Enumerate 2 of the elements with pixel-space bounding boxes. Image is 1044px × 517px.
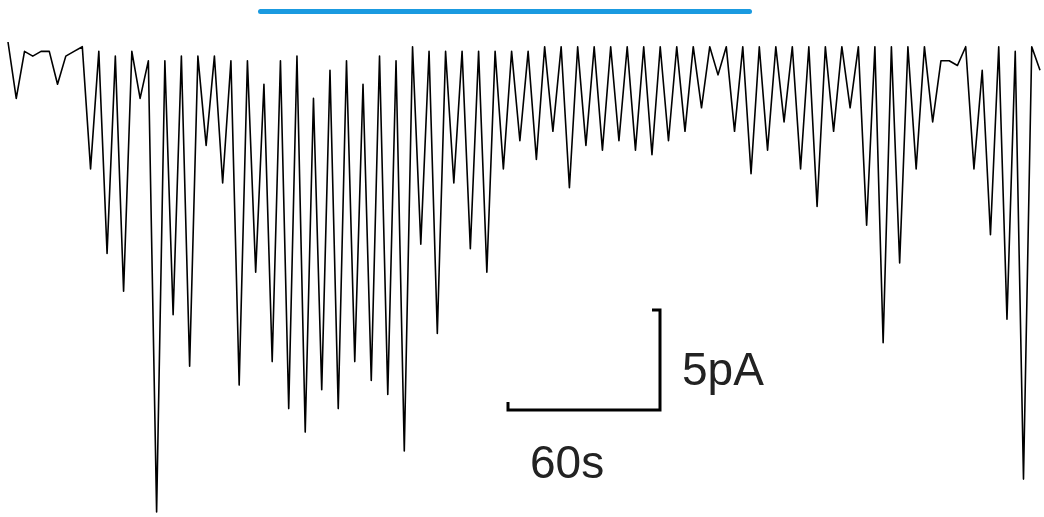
annotation: 60s (530, 436, 605, 488)
annotation: 5pA (682, 343, 765, 395)
